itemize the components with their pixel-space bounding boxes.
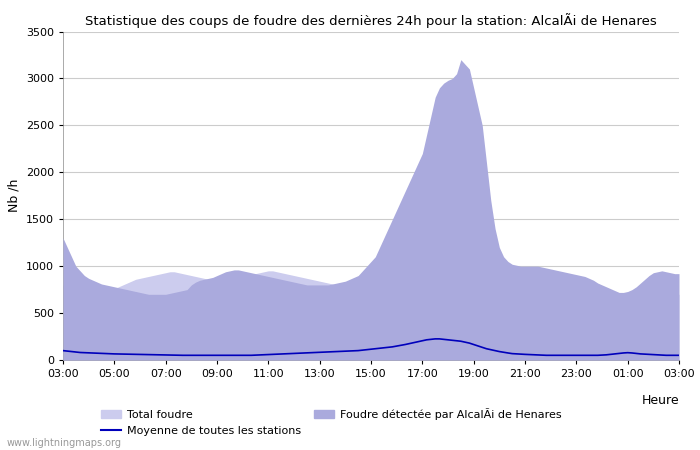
Text: Heure: Heure [641,394,679,407]
Text: www.lightningmaps.org: www.lightningmaps.org [7,438,122,448]
Title: Statistique des coups de foudre des dernières 24h pour la station: AlcalÃi de He: Statistique des coups de foudre des dern… [85,13,657,27]
Y-axis label: Nb /h: Nb /h [7,179,20,212]
Legend: Total foudre, Moyenne de toutes les stations, Foudre détectée par AlcalÃi de Hen: Total foudre, Moyenne de toutes les stat… [97,404,566,440]
